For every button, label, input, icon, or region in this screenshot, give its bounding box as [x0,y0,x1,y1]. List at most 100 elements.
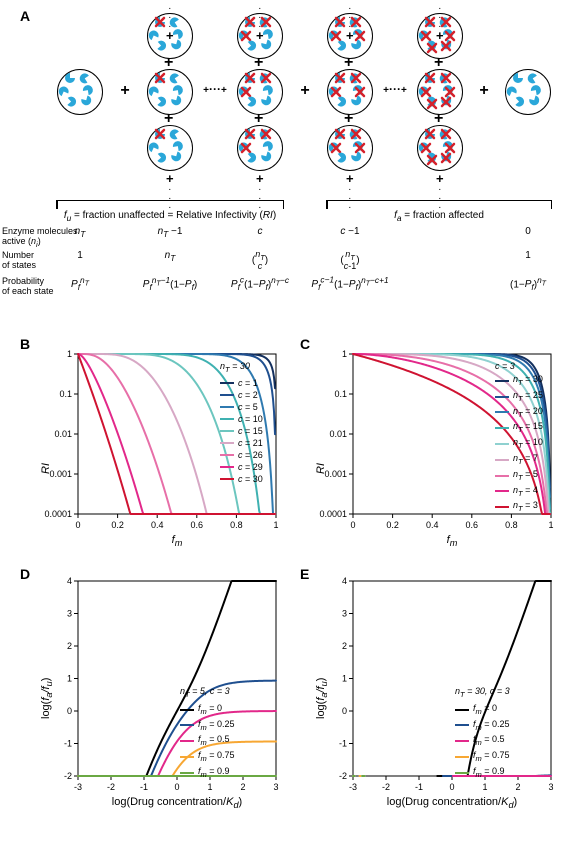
enzyme-icon [79,95,91,107]
legend-swatch [495,459,509,461]
svg-text:-3: -3 [349,782,357,792]
enzyme-icon [526,70,540,84]
legend-item: fm = 0.25 [455,718,510,734]
legend-label: c = 5 [238,401,258,413]
cross-icon [350,72,360,82]
enzyme-icon [169,95,181,107]
legend-label: c = 29 [238,461,263,473]
virion-icon [147,69,193,115]
legend-item: c = 5 [220,401,263,413]
svg-text:0: 0 [174,782,179,792]
legend-item: c = 29 [220,461,263,473]
legend-swatch [180,709,194,711]
enzyme-icon [527,95,539,107]
legend-item: nT = 4 [495,484,543,500]
legend-item: fm = 0 [180,702,235,718]
legend-label: fm = 0.25 [198,718,235,734]
plus-symbol: + [344,110,353,128]
enzyme-icon [64,72,74,82]
panel-b-xlabel: fm [97,534,257,548]
legend-item: nT = 20 [495,405,543,421]
svg-text:-2: -2 [64,771,72,781]
panel-b-chart: 00.20.40.60.810.00010.0010.010.11fmRInT … [30,348,280,548]
svg-text:0: 0 [75,520,80,530]
plus-symbol: + [254,54,263,72]
cross-icon [334,72,344,82]
svg-text:-1: -1 [140,782,148,792]
cross-icon [350,128,360,138]
legend-item: c = 10 [220,413,263,425]
svg-text:-1: -1 [64,739,72,749]
svg-text:-2: -2 [339,771,347,781]
legend-item: fm = 0.9 [455,765,510,781]
legend-label: nT = 30 [513,373,543,389]
legend-item: fm = 0.9 [180,765,235,781]
enzyme-icon [168,126,182,140]
panel-c-ylabel: RI [315,463,327,474]
cross-icon [154,72,164,82]
legend-item: fm = 0.25 [180,718,235,734]
enzyme-icon [334,96,348,110]
annot-cell: nT −1 [135,226,205,239]
svg-text:1: 1 [67,674,72,684]
cross-icon [424,128,434,138]
svg-text:0.01: 0.01 [329,429,347,439]
panel-d-svg: -3-2-10123-2-101234 [30,575,280,810]
legend-label: nT = 5 [513,468,538,484]
svg-text:3: 3 [342,609,347,619]
panel-e-legend: nT = 30, c = 3fm = 0fm = 0.25fm = 0.5fm … [455,685,510,781]
legend-item: nT = 10 [495,436,543,452]
cross-icon [334,128,344,138]
svg-text:0: 0 [449,782,454,792]
enzyme-icon [512,96,526,110]
plus-symbol: + [164,54,173,72]
legend-label: nT = 20 [513,405,543,421]
cross-icon [244,72,254,82]
legend-swatch [180,772,194,774]
virion-icon [417,69,463,115]
legend-label: c = 10 [238,413,263,425]
legend-label: nT = 7 [513,452,538,468]
legend-swatch [220,430,234,432]
panel-c-chart: 00.20.40.60.810.00010.0010.010.11fmRIc =… [305,348,555,548]
svg-text:1: 1 [548,520,553,530]
legend-swatch [220,382,234,384]
legend-swatch [220,418,234,420]
cross-icon [244,16,254,26]
legend-item: c = 15 [220,425,263,437]
legend-item: nT = 3 [495,499,543,515]
legend-swatch [220,406,234,408]
legend-item: nT = 7 [495,452,543,468]
legend-swatch [495,443,509,445]
legend-swatch [180,756,194,758]
legend-item: c = 21 [220,437,263,449]
plus-symbol: + [434,110,443,128]
panel-b-ylabel: RI [40,463,52,474]
annot-cell: c [225,226,295,237]
panel-d-label: D [20,566,30,582]
svg-text:0.001: 0.001 [49,469,72,479]
legend-item: fm = 0.75 [180,749,235,765]
legend-item: fm = 0.75 [455,749,510,765]
annot-cell: (1−Pf)nT [473,276,583,292]
virion-icon [327,125,373,171]
legend-swatch [495,506,509,508]
svg-text:1: 1 [482,782,487,792]
annot-cell: 1 [493,250,563,261]
svg-text:1: 1 [342,674,347,684]
legend-item: nT = 30 [495,373,543,389]
svg-text:0.4: 0.4 [426,520,439,530]
svg-text:1: 1 [207,782,212,792]
cross-icon [260,128,270,138]
legend-swatch [220,442,234,444]
virion-icon [147,125,193,171]
legend-swatch [455,724,469,726]
svg-text:0.2: 0.2 [111,520,124,530]
svg-text:0.8: 0.8 [230,520,243,530]
legend-label: fm = 0 [473,702,497,718]
svg-text:1: 1 [273,520,278,530]
svg-text:-1: -1 [339,739,347,749]
panel-e-chart: -3-2-10123-2-101234log(Drug concentratio… [305,575,555,810]
svg-text:2: 2 [342,641,347,651]
svg-text:3: 3 [273,782,278,792]
